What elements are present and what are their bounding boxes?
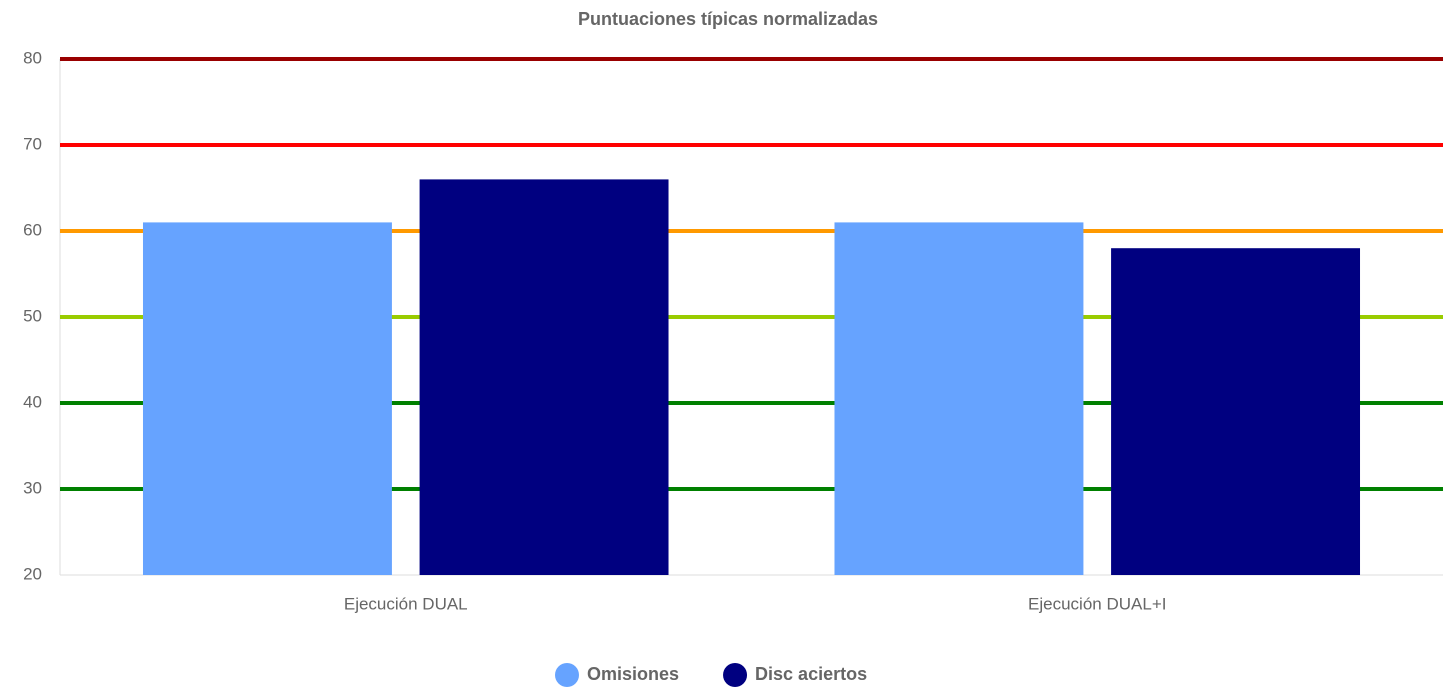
legend-swatch <box>723 663 748 687</box>
x-tick-label: Ejecución DUAL+I <box>1028 594 1166 613</box>
legend-label: Omisiones <box>587 664 679 684</box>
y-tick-label: 20 <box>23 564 42 583</box>
y-tick-label: 70 <box>23 134 42 153</box>
bar <box>419 179 669 575</box>
bar <box>834 222 1084 575</box>
y-tick-label: 40 <box>23 392 42 411</box>
y-tick-label: 50 <box>23 306 42 325</box>
legend-swatch <box>555 663 579 687</box>
x-tick-label: Ejecución DUAL <box>344 594 468 613</box>
bar <box>142 222 392 575</box>
y-tick-label: 80 <box>23 48 42 67</box>
y-tick-label: 30 <box>23 478 42 497</box>
chart-title: Puntuaciones típicas normalizadas <box>578 9 878 29</box>
y-tick-label: 60 <box>23 220 42 239</box>
legend-label: Disc aciertos <box>755 664 867 684</box>
bar <box>1111 248 1361 575</box>
